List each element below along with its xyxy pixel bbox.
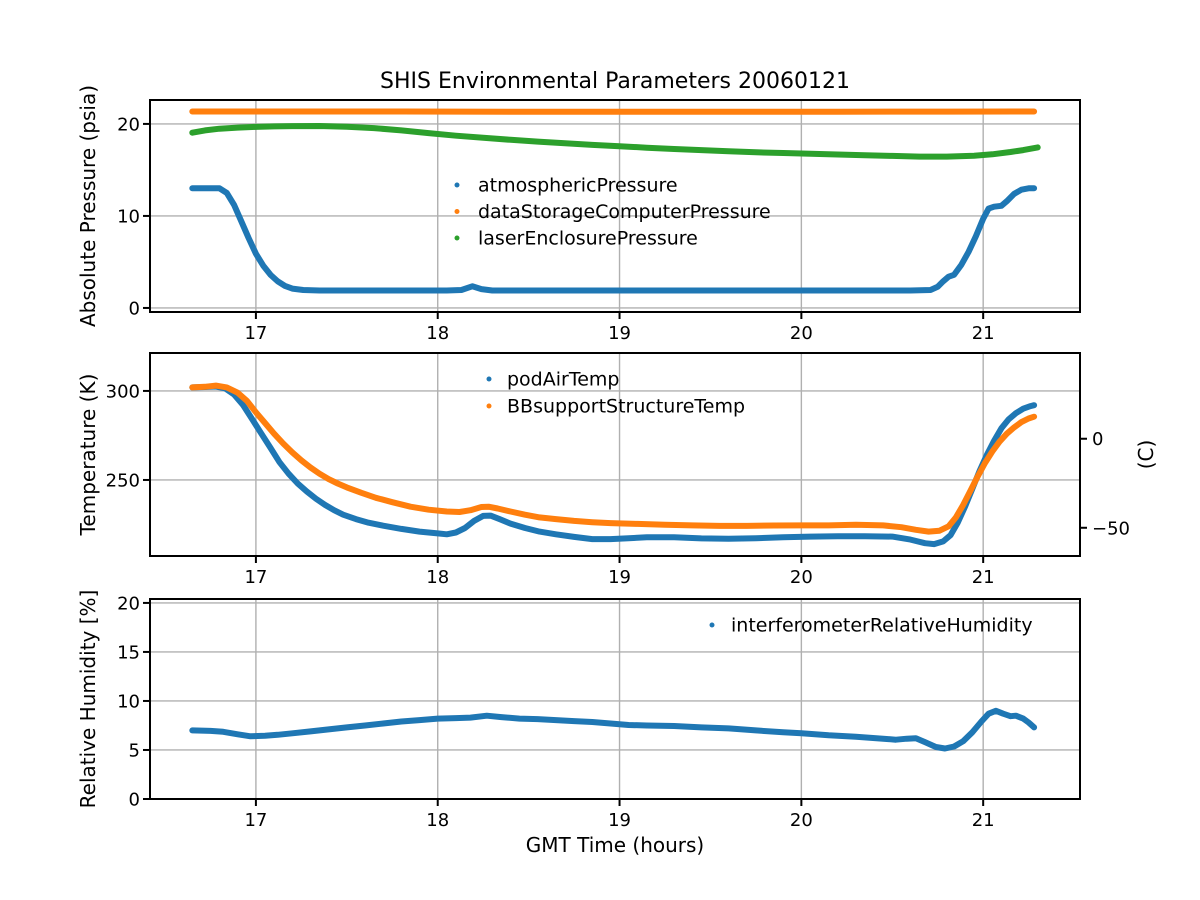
x-tick-label: 21: [972, 810, 995, 831]
xlabel: GMT Time (hours): [526, 833, 704, 857]
legend-marker-icon: [454, 209, 460, 214]
x-tick-label: 17: [244, 323, 267, 344]
x-tick-label: 17: [244, 567, 267, 588]
legend-marker-icon: [486, 403, 492, 409]
series-laserEnclosurePressure: [189, 123, 1041, 160]
x-tick-label: 19: [608, 567, 631, 588]
x-tick-label: 17: [244, 810, 267, 831]
series-interferometerRelativeHumidity: [189, 707, 1038, 752]
legend-marker-icon: [454, 182, 460, 188]
axes-frame-temperature: [149, 352, 1081, 557]
y-tick-label-right: −50: [1092, 518, 1130, 539]
legend-label-atmosphericPressure: atmosphericPressure: [478, 175, 678, 197]
x-tick-label: 19: [608, 323, 631, 344]
legend-label-interferometerRelativeHumidity: interferometerRelativeHumidity: [731, 615, 1033, 637]
y-tick-label: 0: [129, 298, 140, 319]
x-tick-label: 20: [790, 323, 813, 344]
y-tick-label: 250: [106, 470, 140, 491]
figure-title: SHIS Environmental Parameters 20060121: [380, 69, 850, 94]
legend-label-dataStorageComputerPressure: dataStorageComputerPressure: [478, 201, 771, 223]
ylabel-right-temperature: (C): [1134, 440, 1158, 470]
y-tick-label-right: 0: [1092, 429, 1103, 450]
y-tick-label: 20: [117, 114, 140, 135]
x-tick-label: 20: [790, 567, 813, 588]
x-tick-label: 21: [972, 323, 995, 344]
x-tick-label: 18: [426, 323, 449, 344]
series-podAirTemp: [189, 383, 1038, 548]
x-tick-label: 18: [426, 810, 449, 831]
series-atmosphericPressure: [189, 185, 1038, 294]
legend-label-laserEnclosurePressure: laserEnclosurePressure: [478, 228, 698, 250]
legend-label-podAirTemp: podAirTemp: [507, 369, 619, 391]
ylabel-humidity: Relative Humidity [%]: [76, 590, 100, 809]
legend-marker-icon: [454, 235, 460, 241]
y-tick-label: 10: [117, 206, 140, 227]
y-tick-label: 10: [117, 691, 140, 712]
series-BBsupportStructureTemp: [189, 382, 1038, 535]
y-tick-label: 20: [117, 593, 140, 614]
x-tick-label: 21: [972, 567, 995, 588]
legend-marker-icon: [709, 622, 715, 628]
x-tick-label: 19: [608, 810, 631, 831]
x-tick-label: 20: [790, 810, 813, 831]
legend-label-BBsupportStructureTemp: BBsupportStructureTemp: [507, 396, 745, 418]
y-tick-label: 15: [117, 642, 140, 663]
legend-marker-icon: [486, 376, 492, 382]
y-tick-label: 300: [106, 381, 140, 402]
ylabel-temperature: Temperature (K): [76, 374, 100, 537]
y-tick-label: 0: [129, 790, 140, 811]
ylabel-pressure: Absolute Pressure (psia): [76, 85, 100, 327]
axes-frame-humidity: [149, 598, 1081, 800]
y-tick-label: 5: [129, 740, 140, 761]
x-tick-label: 18: [426, 567, 449, 588]
axes-frame-pressure: [149, 99, 1081, 313]
